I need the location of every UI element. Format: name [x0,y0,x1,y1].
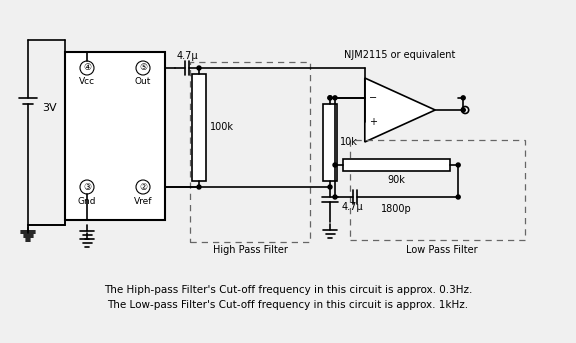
Text: The Hiph-pass Filter's Cut-off frequency in this circuit is approx. 0.3Hz.: The Hiph-pass Filter's Cut-off frequency… [104,285,472,295]
Text: Gnd: Gnd [78,197,96,205]
Circle shape [333,195,337,199]
Circle shape [197,185,201,189]
Text: 4.7μ: 4.7μ [176,51,198,61]
Text: Out: Out [135,78,151,86]
Text: Vref: Vref [134,197,152,205]
Polygon shape [365,78,435,142]
Bar [192,74,206,181]
Text: 1800p: 1800p [381,204,411,214]
Text: The Low-pass Filter's Cut-off frequency in this circuit is approx. 1kHz.: The Low-pass Filter's Cut-off frequency … [108,300,468,310]
Circle shape [333,163,337,167]
Text: 90k: 90k [387,175,405,185]
Text: ⑤: ⑤ [139,63,147,72]
Bar [343,159,450,171]
Text: ④: ④ [83,63,91,72]
Text: 4.7μ: 4.7μ [342,202,363,212]
Circle shape [328,96,332,100]
Text: NJM2115 or equivalent: NJM2115 or equivalent [344,50,456,60]
Text: +: + [369,117,377,127]
Circle shape [461,96,465,100]
Text: Low Pass Filter: Low Pass Filter [406,245,478,255]
Text: 10k: 10k [340,137,358,147]
Text: High Pass Filter: High Pass Filter [213,245,287,255]
Bar [190,62,310,242]
Bar [65,52,165,220]
Bar [350,140,525,240]
Bar [323,104,337,181]
Text: 3V: 3V [42,103,56,113]
Circle shape [328,96,332,100]
Text: −: − [369,93,377,103]
Circle shape [456,163,460,167]
Circle shape [328,185,332,189]
Circle shape [197,66,201,70]
Circle shape [333,96,337,100]
Text: 100k: 100k [210,122,234,132]
Circle shape [80,61,94,75]
Circle shape [456,195,460,199]
Text: ②: ② [139,182,147,191]
Text: Vcc: Vcc [79,78,95,86]
Circle shape [461,108,465,112]
Circle shape [80,180,94,194]
Text: ③: ③ [83,182,91,191]
Circle shape [136,61,150,75]
Circle shape [136,180,150,194]
